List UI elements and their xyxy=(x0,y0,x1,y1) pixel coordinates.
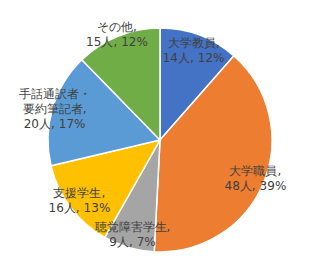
slice-category-label: 聴覚障害学生, xyxy=(95,220,171,234)
slice-category-label: 支援学生, xyxy=(53,186,105,200)
count-label: 20人, xyxy=(24,117,55,131)
label-line: その他, xyxy=(97,20,137,34)
label-line: 手話通訳者・ xyxy=(19,87,91,101)
slice-value-line: 20人, 17% xyxy=(24,117,86,131)
slice-value-line: 14人, 12% xyxy=(163,51,225,65)
pie-slice xyxy=(82,28,160,140)
count-label: 16人, xyxy=(49,201,80,215)
count-label: 48人, xyxy=(225,179,256,193)
percent-label: 7% xyxy=(137,235,156,249)
chart: 大学教員,14人, 12% 大学職員,48人, 39% 聴覚障害学生,9人, 7% 支援学生… xyxy=(0,0,309,277)
percent-label: 17% xyxy=(59,117,86,131)
slice-category-label: 大学教員, xyxy=(168,36,220,50)
slice-category-label: 大学職員, xyxy=(229,164,281,178)
percent-label: 12% xyxy=(198,51,225,65)
label-line: 大学教員, xyxy=(168,36,220,50)
count-label: 14人, xyxy=(163,51,194,65)
count-label: 15人, xyxy=(86,35,117,49)
percent-label: 39% xyxy=(260,179,287,193)
labels: 大学教員,14人, 12% 大学職員,48人, 39% 聴覚障害学生,9人, 7% 支援学生… xyxy=(19,20,287,249)
slice-value-line: 16人, 13% xyxy=(49,201,111,215)
label-line: 支援学生, xyxy=(53,186,105,200)
count-label: 9人, xyxy=(109,235,132,249)
slice-value-line: 48人, 39% xyxy=(225,179,287,193)
slices xyxy=(48,28,272,252)
label-line: 要約筆記者, xyxy=(23,102,87,116)
label-line: 聴覚障害学生, xyxy=(95,220,171,234)
slice-value-line: 9人, 7% xyxy=(109,235,156,249)
slice-category-label: その他, xyxy=(97,20,137,34)
slice-category-label: 手話通訳者・要約筆記者, xyxy=(19,87,91,116)
label-line: 大学職員, xyxy=(229,164,281,178)
pie-slice xyxy=(154,56,272,252)
percent-label: 12% xyxy=(121,35,148,49)
slice-value-line: 15人, 12% xyxy=(86,35,148,49)
percent-label: 13% xyxy=(84,201,111,215)
